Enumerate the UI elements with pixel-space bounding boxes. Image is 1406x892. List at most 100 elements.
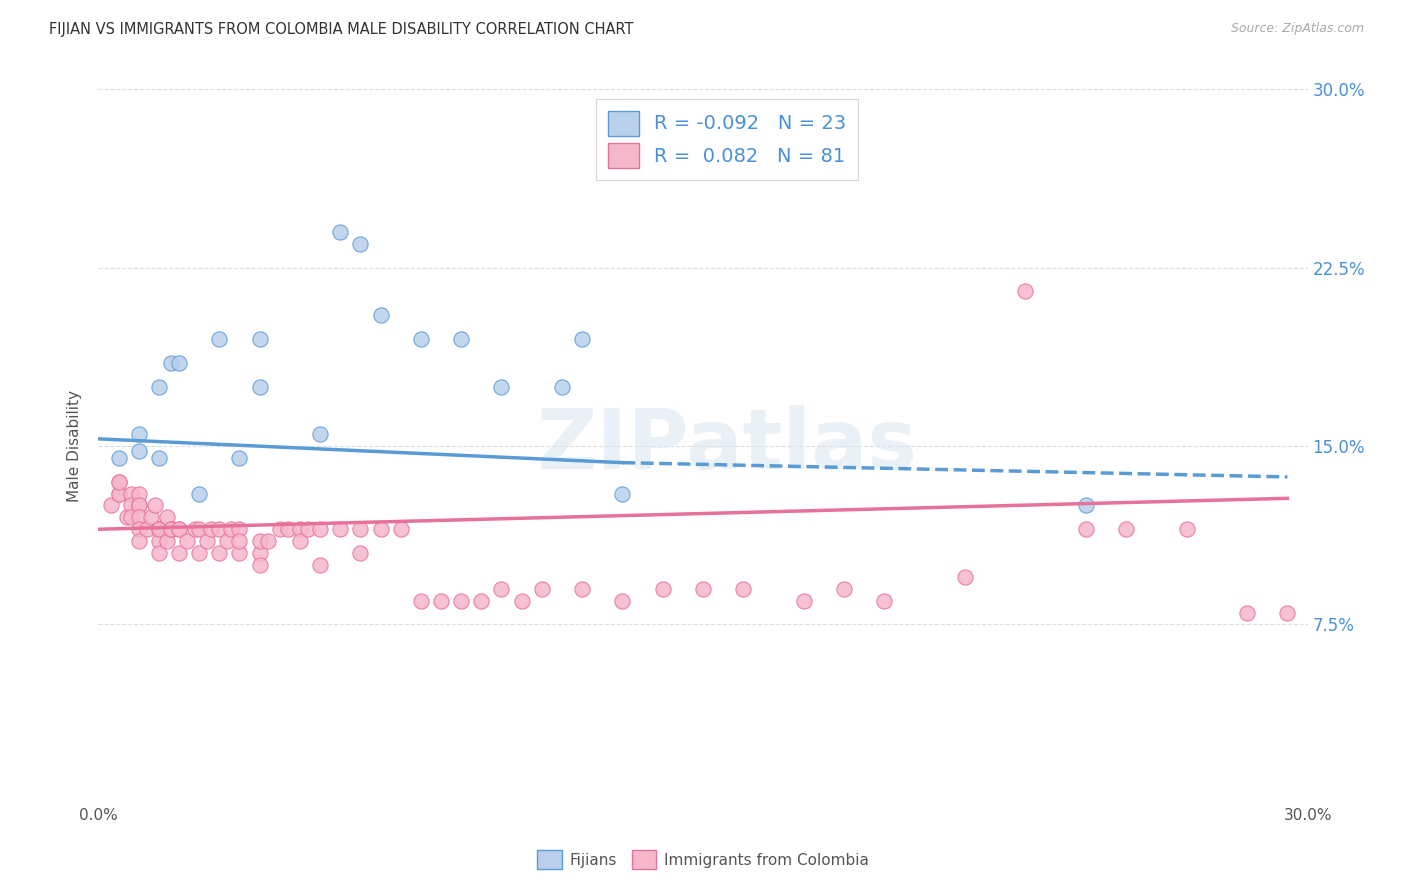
Point xyxy=(208,332,231,346)
Point xyxy=(188,546,211,560)
Point xyxy=(160,356,183,370)
Point xyxy=(217,534,239,549)
Point xyxy=(612,593,634,607)
Point xyxy=(167,356,190,370)
Point xyxy=(389,522,412,536)
Point xyxy=(143,499,166,513)
Y-axis label: Male Disability: Male Disability xyxy=(67,390,83,502)
Point xyxy=(256,534,278,549)
Point xyxy=(167,522,190,536)
Point xyxy=(167,546,190,560)
Point xyxy=(128,499,150,513)
Point xyxy=(160,522,183,536)
Point xyxy=(167,522,190,536)
Legend: R = -0.092   N = 23, R =  0.082   N = 81: R = -0.092 N = 23, R = 0.082 N = 81 xyxy=(596,99,858,180)
Point xyxy=(409,332,432,346)
Point xyxy=(148,546,170,560)
Point xyxy=(470,593,492,607)
Point xyxy=(309,427,332,442)
Point xyxy=(733,582,755,596)
Point xyxy=(156,510,179,524)
Point xyxy=(208,522,231,536)
Point xyxy=(107,475,129,489)
Point xyxy=(571,332,593,346)
Point xyxy=(329,225,352,239)
Point xyxy=(148,534,170,549)
Point xyxy=(120,486,142,500)
Point xyxy=(793,593,815,607)
Point xyxy=(107,486,129,500)
Point xyxy=(228,522,250,536)
Point xyxy=(120,510,142,524)
Point xyxy=(1074,522,1097,536)
Point xyxy=(228,534,250,549)
Point xyxy=(1236,606,1258,620)
Point xyxy=(128,499,150,513)
Point xyxy=(349,236,371,251)
Point xyxy=(249,534,271,549)
Point xyxy=(128,443,150,458)
Point xyxy=(148,522,170,536)
Point xyxy=(370,308,392,322)
Point xyxy=(115,510,138,524)
Point xyxy=(277,522,299,536)
Point xyxy=(430,593,453,607)
Point xyxy=(692,582,714,596)
Point xyxy=(148,522,170,536)
Point xyxy=(510,593,533,607)
Point xyxy=(1074,499,1097,513)
Point xyxy=(128,534,150,549)
Point xyxy=(100,499,122,513)
Point xyxy=(228,546,250,560)
Point xyxy=(107,486,129,500)
Point xyxy=(128,510,150,524)
Text: Source: ZipAtlas.com: Source: ZipAtlas.com xyxy=(1230,22,1364,36)
Point xyxy=(370,522,392,536)
Point xyxy=(249,379,271,393)
Point xyxy=(551,379,574,393)
Point xyxy=(491,582,513,596)
Point xyxy=(188,522,211,536)
Point xyxy=(221,522,243,536)
Text: ZIPatlas: ZIPatlas xyxy=(537,406,918,486)
Point xyxy=(148,450,170,465)
Point xyxy=(651,582,673,596)
Point xyxy=(148,522,170,536)
Point xyxy=(148,379,170,393)
Point xyxy=(128,486,150,500)
Point xyxy=(107,475,129,489)
Point xyxy=(491,379,513,393)
Point xyxy=(450,332,472,346)
Point xyxy=(156,534,179,549)
Point xyxy=(450,593,472,607)
Point xyxy=(409,593,432,607)
Point xyxy=(249,546,271,560)
Point xyxy=(329,522,352,536)
Point xyxy=(832,582,855,596)
Point xyxy=(349,522,371,536)
Point xyxy=(128,427,150,442)
Legend: Fijians, Immigrants from Colombia: Fijians, Immigrants from Colombia xyxy=(531,844,875,875)
Point xyxy=(188,486,211,500)
Point xyxy=(873,593,896,607)
Point xyxy=(184,522,207,536)
Point xyxy=(288,534,311,549)
Point xyxy=(128,522,150,536)
Text: FIJIAN VS IMMIGRANTS FROM COLOMBIA MALE DISABILITY CORRELATION CHART: FIJIAN VS IMMIGRANTS FROM COLOMBIA MALE … xyxy=(49,22,634,37)
Point xyxy=(309,522,332,536)
Point xyxy=(1175,522,1198,536)
Point xyxy=(107,450,129,465)
Point xyxy=(195,534,218,549)
Point xyxy=(1277,606,1299,620)
Point xyxy=(200,522,222,536)
Point xyxy=(1014,285,1036,299)
Point xyxy=(309,558,332,572)
Point xyxy=(135,522,157,536)
Point xyxy=(571,582,593,596)
Point xyxy=(160,522,183,536)
Point xyxy=(288,522,311,536)
Point xyxy=(349,546,371,560)
Point xyxy=(120,499,142,513)
Point xyxy=(249,558,271,572)
Point xyxy=(612,486,634,500)
